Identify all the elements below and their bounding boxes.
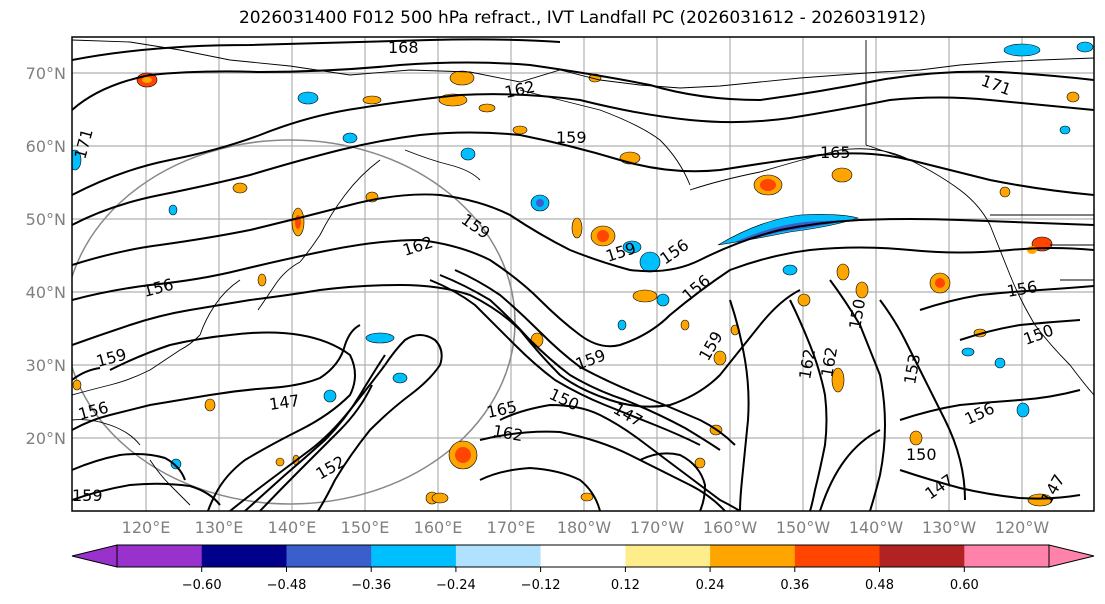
lat-label: 20°N [26, 429, 66, 448]
colorbar-segment [117, 545, 203, 567]
map-background [72, 37, 1094, 511]
colorbar-segment [201, 545, 287, 567]
colorbar-segment [879, 545, 965, 567]
lat-label: 30°N [26, 356, 66, 375]
lon-label: 170°E [487, 518, 536, 537]
colorbar-extend-low [71, 544, 118, 568]
colorbar-segment [371, 545, 457, 567]
lon-label: 120°W [995, 518, 1050, 537]
refractivity-contours [72, 38, 1094, 511]
lon-label: 150°W [776, 518, 831, 537]
lat-label: 50°N [26, 210, 66, 229]
lon-label: 130°E [195, 518, 244, 537]
lon-label: 140°W [849, 518, 904, 537]
colorbar-tick-label: −0.24 [436, 578, 476, 593]
contour-label: 150 [906, 445, 937, 464]
contour-label: 159 [72, 486, 103, 505]
coastlines [72, 39, 1094, 506]
contour-label: 165 [820, 143, 851, 162]
longitude-labels: 120°E 130°E 140°E 150°E 160°E 170°E 180°… [122, 518, 1050, 537]
colorbar-segment [540, 545, 626, 567]
colorbar-tick-label: −0.48 [267, 578, 307, 593]
colorbar-segment [625, 545, 711, 567]
contour-label: 159 [556, 128, 587, 147]
colorbar-segment [710, 545, 796, 567]
lon-label: 120°E [122, 518, 171, 537]
colorbar-tick-label: 0.48 [865, 578, 894, 593]
colorbar-extend-high [1048, 544, 1095, 568]
map-frame [71, 36, 1095, 512]
lon-label: 130°W [922, 518, 977, 537]
colorbar-tick-label: 0.24 [696, 578, 725, 593]
map-title: 2026031400 F012 500 hPa refract., IVT La… [238, 8, 926, 28]
colorbar-tick-label: 0.60 [950, 578, 979, 593]
colorbar-tick-label: −0.60 [182, 578, 222, 593]
colorbar: −0.60 −0.48 −0.36 −0.24 −0.12 0.12 0.24 0.36 0.4… [71, 544, 1095, 593]
colorbar-tick-label: −0.36 [351, 578, 391, 593]
colorbar-tick-label: 0.12 [611, 578, 640, 593]
lon-label: 150°E [341, 518, 390, 537]
lat-label: 60°N [26, 137, 66, 156]
region-circle [72, 139, 516, 505]
lon-label: 160°W [703, 518, 758, 537]
colorbar-segment [964, 545, 1050, 567]
colorbar-segment [455, 545, 542, 567]
colorbar-segment [794, 545, 880, 567]
latitude-labels: 70°N 60°N 50°N 40°N 30°N 20°N [26, 64, 66, 448]
lat-label: 70°N [26, 64, 66, 83]
lon-label: 160°E [414, 518, 463, 537]
lon-label: 140°E [268, 518, 317, 537]
lat-label: 40°N [26, 283, 66, 302]
colorbar-outline [116, 544, 1050, 568]
colorbar-segment [286, 545, 372, 567]
colorbar-tick-label: −0.12 [521, 578, 561, 593]
colorbar-tick-label: 0.36 [780, 578, 809, 593]
lon-label: 170°W [630, 518, 685, 537]
contour-label: 168 [388, 38, 419, 57]
lon-label: 180°W [557, 518, 612, 537]
contour-label: 147 [268, 391, 301, 414]
